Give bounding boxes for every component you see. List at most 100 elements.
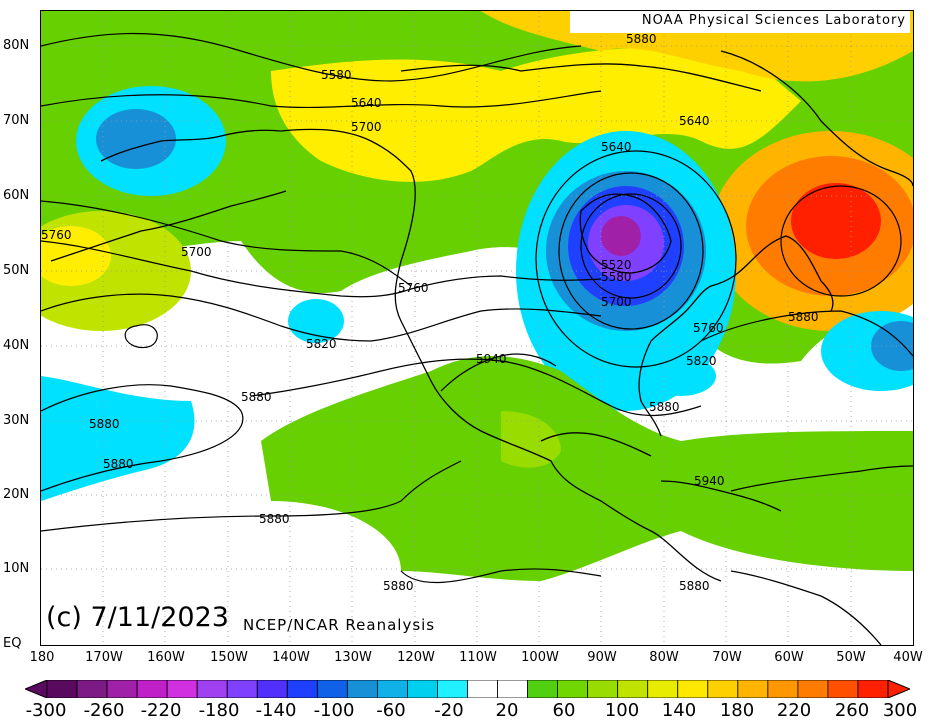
lon-label: 180 — [29, 650, 55, 665]
contour-label: 5700 — [351, 120, 382, 134]
lat-label: 30N — [3, 413, 30, 428]
colorbar-label: -100 — [313, 700, 355, 721]
us-southeast-coast — [638, 340, 662, 437]
credit-label: NOAA Physical Sciences Laboratory — [570, 11, 910, 33]
contour-label: 5520 — [601, 258, 632, 272]
map-frame: 5580 5640 5700 5760 5700 5760 5820 5880 … — [40, 10, 914, 646]
colorbar-label: 300 — [882, 700, 918, 721]
lon-label: 170W — [85, 650, 123, 665]
alaska-north-coast — [100, 129, 282, 162]
contour-label: 5640 — [351, 96, 382, 110]
contour-5760-mid — [41, 240, 602, 298]
colorbar-swatch — [196, 680, 228, 698]
lat-label: 50N — [3, 263, 30, 278]
contour-label: 5880 — [103, 457, 134, 471]
contour-5880-equatorial — [400, 568, 602, 584]
green-mexico-core — [501, 411, 561, 468]
lat-label: 20N — [3, 487, 30, 502]
date-label: (c) 7/11/2023 — [46, 602, 229, 633]
contour-5880-pacific — [41, 384, 244, 492]
lon-label: 100W — [521, 650, 559, 665]
colorbar-label: -220 — [140, 700, 182, 721]
lat-label: 40N — [3, 338, 30, 353]
pacific-yellow-core — [41, 226, 111, 286]
colorbar-label: -180 — [198, 700, 240, 721]
purple-hudson-center — [601, 216, 641, 256]
coastlines — [50, 50, 913, 645]
height-contours — [41, 32, 913, 584]
contour-5520-low — [580, 193, 682, 299]
contour-label: 5940 — [694, 474, 725, 488]
contour-label: 5700 — [181, 245, 212, 259]
colorbar-swatches — [25, 680, 910, 698]
colorbar-swatch — [827, 680, 859, 698]
contour-5880-atlantic — [700, 310, 913, 357]
contour-5880-high — [780, 185, 902, 297]
contour-5880-central — [250, 358, 702, 416]
lat-label: 80N — [3, 38, 30, 53]
colorbar-swatch — [76, 680, 108, 698]
caribbean-islands — [660, 480, 782, 512]
contour-label: 5760 — [398, 281, 429, 295]
colorbar-label: 260 — [834, 700, 870, 721]
colorbar-label: -300 — [25, 700, 67, 721]
aleutian-chain — [50, 190, 287, 262]
contour-label: 5880 — [679, 579, 710, 593]
contour-label: 5880 — [788, 310, 819, 324]
blue-alaska-core — [96, 109, 176, 169]
lon-label: 110W — [459, 650, 497, 665]
colorbar-swatch — [467, 680, 498, 698]
colorbar-swatch — [587, 680, 619, 698]
hudson-bay — [579, 193, 672, 274]
colorbar-label: -140 — [255, 700, 297, 721]
gulf-coast — [540, 432, 652, 457]
contour-5940-atlantic — [730, 465, 913, 492]
contour-5940-central — [440, 353, 557, 392]
colorbar-swatch — [437, 680, 468, 698]
contour-label: 5640 — [601, 140, 632, 154]
greenland-coast — [720, 50, 913, 187]
colorbar-label: 180 — [719, 700, 755, 721]
contour-label: 5700 — [601, 295, 632, 309]
colorbar-swatch — [136, 680, 168, 698]
contour-label: 5760 — [693, 321, 724, 335]
contour-label: 5580 — [601, 270, 632, 284]
colorbar-swatch — [256, 680, 288, 698]
lon-label: 130W — [334, 650, 372, 665]
lon-label: 160W — [147, 650, 185, 665]
lon-label: 150W — [210, 650, 248, 665]
colorbar-swatch — [407, 680, 438, 698]
colorbar-swatch — [166, 680, 198, 698]
colorbar-left-arrow — [25, 680, 48, 698]
colorbar-swatch — [316, 680, 348, 698]
contour-label: 5880 — [383, 579, 414, 593]
colorbar-swatch — [707, 680, 739, 698]
contour-label: 5580 — [321, 68, 352, 82]
source-label: NCEP/NCAR Reanalysis — [243, 616, 436, 634]
contour-5700-west — [41, 200, 412, 287]
colorbar-label: 60 — [552, 700, 576, 721]
lat-label: EQ — [3, 636, 22, 651]
americas-west-coast — [280, 128, 722, 582]
colorbar-swatch — [497, 680, 528, 698]
contour-label: 5820 — [306, 337, 337, 351]
contour-5820-mid — [41, 293, 602, 342]
colorbar-swatch — [857, 680, 889, 698]
north-america-east-coast — [650, 235, 834, 342]
contour-label: 5880 — [241, 390, 272, 404]
colorbar-swatch — [557, 680, 589, 698]
colorbar-swatch — [677, 680, 709, 698]
colorbar-label: -60 — [376, 700, 406, 721]
contour-label: 5820 — [686, 354, 717, 368]
lon-label: 50W — [836, 650, 866, 665]
contour-label: 5940 — [476, 352, 507, 366]
lat-label: 10N — [3, 561, 30, 576]
colorbar — [25, 680, 910, 698]
lon-label: 40W — [893, 650, 923, 665]
colorbar-swatch — [737, 680, 769, 698]
colorbar-label: -260 — [83, 700, 125, 721]
colorbar-swatch — [767, 680, 799, 698]
anomaly-map: 5580 5640 5700 5760 5700 5760 5820 5880 … — [41, 11, 913, 645]
green-south-region — [261, 356, 913, 581]
arctic-archipelago — [400, 63, 762, 92]
